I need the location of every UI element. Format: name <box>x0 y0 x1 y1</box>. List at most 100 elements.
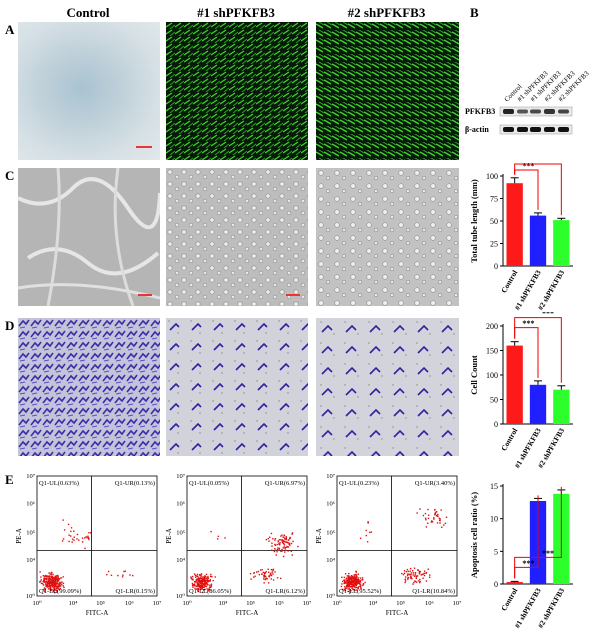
flow-event <box>369 531 371 534</box>
panel-letter-e: E <box>5 472 14 487</box>
flow-event <box>206 584 209 586</box>
flow-event <box>249 572 252 575</box>
quadrant-label-ll: Q1-LL(95.52%) <box>339 588 381 595</box>
flow-event <box>272 573 274 575</box>
flow-event <box>205 577 208 579</box>
flow-event <box>268 540 270 542</box>
flow-event <box>350 577 352 580</box>
flow-event <box>54 579 57 581</box>
significance-stars: *** <box>542 162 554 165</box>
flow-event <box>349 580 352 583</box>
flow-event <box>48 576 51 578</box>
flow-event <box>354 580 357 583</box>
flow-event <box>287 539 290 541</box>
flow-event <box>46 585 48 587</box>
flow-event <box>291 532 294 534</box>
flow-event <box>206 588 208 590</box>
flow-event <box>53 581 56 584</box>
flow-event <box>350 582 353 584</box>
flow-event <box>193 573 196 575</box>
x-tick-label: 10⁶ <box>275 600 284 607</box>
flow-event <box>360 586 362 589</box>
flow-event <box>263 574 266 577</box>
flow-event <box>197 583 199 586</box>
flow-event <box>199 574 201 577</box>
flow-event <box>271 571 273 573</box>
x-tick-label: 10⁴ <box>69 600 79 607</box>
flow-event <box>347 578 349 580</box>
y-tick-label: 10⁷ <box>326 473 335 480</box>
flow-event <box>434 508 436 511</box>
flow-event <box>407 570 410 573</box>
flow-event <box>353 574 355 576</box>
significance-stars: *** <box>522 162 534 171</box>
flow-event <box>254 575 256 577</box>
flow-event <box>352 579 355 581</box>
y-axis-label: PE-A <box>315 528 323 544</box>
flow-event <box>349 581 352 584</box>
flow-event <box>290 542 293 545</box>
flow-event <box>208 586 211 589</box>
flow-event <box>217 535 220 538</box>
flow-event <box>412 572 414 574</box>
blot-band <box>517 127 528 132</box>
flow-event <box>341 576 343 579</box>
flow-event <box>292 540 294 543</box>
blot-band <box>503 109 514 114</box>
flow-event <box>209 584 211 586</box>
flow-event <box>88 538 90 541</box>
flow-event <box>263 582 265 584</box>
flow-event <box>367 522 369 524</box>
flow-event <box>272 569 274 572</box>
flow-event <box>52 580 55 583</box>
flow-event <box>209 575 212 578</box>
flow-event <box>438 519 441 521</box>
flow-event <box>43 581 46 583</box>
flow-event <box>53 587 56 589</box>
flow-event <box>40 582 43 585</box>
scale-bar <box>286 294 300 296</box>
flow-event <box>291 554 293 556</box>
flow-event <box>422 514 425 517</box>
flow-event <box>57 587 59 590</box>
flow-event <box>351 587 353 589</box>
flow-event <box>52 585 54 587</box>
flow-event <box>199 574 201 576</box>
x-tick-label: 10⁰ <box>32 600 42 607</box>
x-axis-label: FITC-A <box>236 609 259 617</box>
flow-event <box>281 534 283 536</box>
flow-event <box>57 574 59 577</box>
flow-event <box>437 513 439 516</box>
flow-event <box>267 537 269 540</box>
flow-event <box>414 572 417 574</box>
flow-events <box>340 508 448 594</box>
y-axis-label: Apoptosis cell ratio (%) <box>469 492 479 578</box>
flow-event <box>270 568 273 571</box>
flow-event <box>107 570 110 573</box>
flow-event <box>212 579 214 582</box>
flow-event <box>353 578 355 581</box>
flow-event <box>192 583 194 586</box>
x-tick-label: 10⁶ <box>125 600 134 607</box>
flow-event <box>54 577 56 580</box>
flow-event <box>283 534 285 536</box>
x-tick-label: 10⁰ <box>182 600 192 607</box>
flow-event <box>354 583 356 585</box>
flow-event <box>415 581 418 583</box>
flow-event <box>48 577 51 580</box>
flow-event <box>57 586 59 588</box>
flow-event <box>43 575 46 577</box>
flow-event <box>55 587 58 590</box>
flow-event <box>47 582 49 584</box>
flow-event <box>352 588 354 591</box>
quadrant-label-ll: Q1-LL(99.09%) <box>39 588 81 595</box>
flow-event <box>129 574 131 576</box>
flow-event <box>427 522 429 525</box>
flow-event <box>418 580 420 582</box>
flow-event <box>289 544 291 546</box>
flow-event <box>51 579 54 581</box>
flow-event <box>367 521 369 523</box>
flow-event <box>344 579 346 581</box>
flow-event <box>44 577 46 580</box>
significance-stars: *** <box>542 312 554 318</box>
